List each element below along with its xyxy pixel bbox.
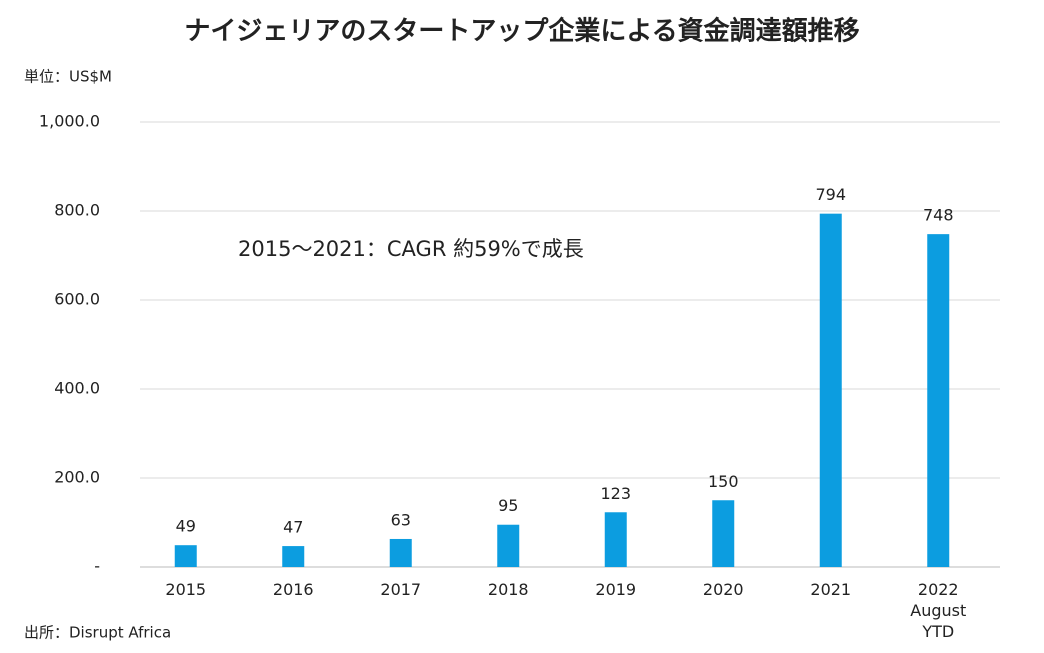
bar [497,524,520,567]
value-label: 63 [391,510,411,529]
bar [282,546,305,567]
y-tick-label: - [94,557,100,576]
chart-title: ナイジェリアのスタートアップ企業による資金調達額推移 [184,16,859,47]
bar [819,213,842,568]
source: 出所：Disrupt Africa [24,624,171,642]
value-label: 794 [815,185,846,204]
x-tick-label: 2020 [702,580,744,599]
y-tick-label: 200.0 [54,468,100,487]
annotation: 2015～2021：CAGR 約59%で成長 [238,237,584,261]
bar [712,500,735,567]
y-tick-label: 1,000.0 [39,112,100,131]
value-label: 49 [176,517,196,536]
value-label: 123 [600,484,631,503]
x-tick-label: 2022 August YTD [910,580,967,641]
x-tick-label: 2016 [272,580,314,599]
y-tick-label: 600.0 [54,290,100,309]
bar [174,545,197,567]
y-tick-label: 800.0 [54,201,100,220]
value-label: 47 [283,518,303,537]
value-label: 748 [923,206,954,225]
x-tick-label: 2019 [595,580,637,599]
value-label: 95 [498,496,518,515]
bar [389,538,412,567]
bar [604,512,627,567]
x-tick-label: 2015 [165,580,207,599]
value-label: 150 [708,472,739,491]
y-tick-label: 400.0 [54,379,100,398]
unit-label: 単位：US$M [24,68,112,86]
x-tick-label: 2017 [380,580,422,599]
x-tick-label: 2021 [810,580,852,599]
x-tick-label: 2018 [487,580,529,599]
bar [927,234,950,567]
